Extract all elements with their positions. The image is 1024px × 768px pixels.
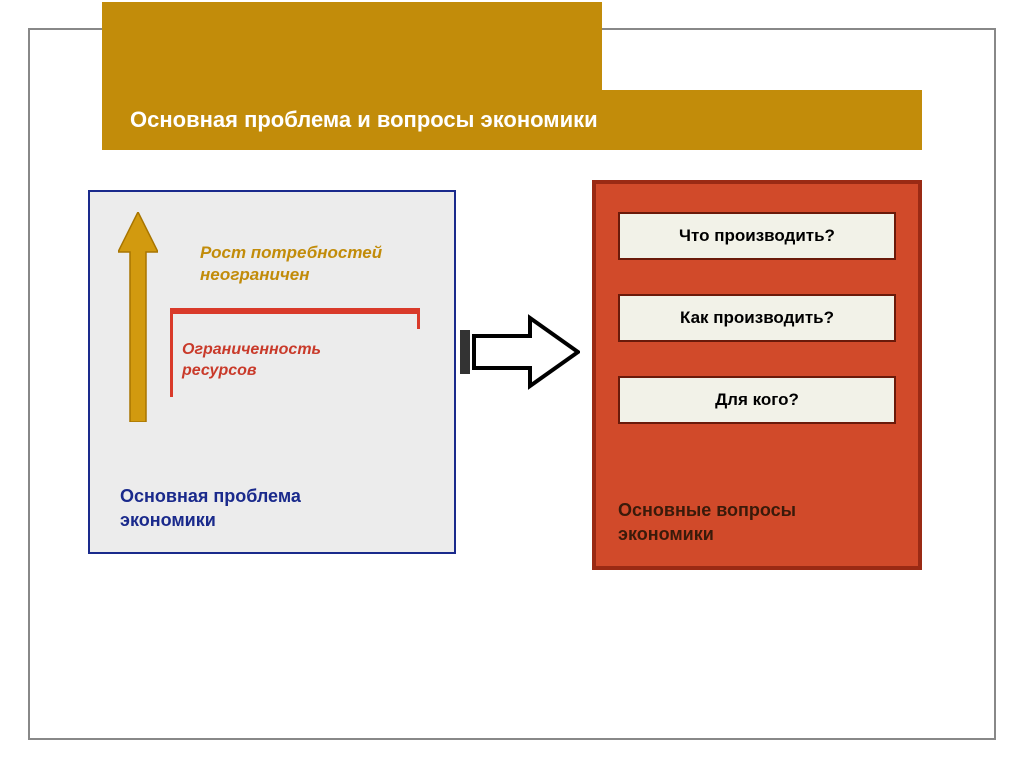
question-1-text: Что производить? [679,226,835,246]
question-box-3: Для кого? [618,376,896,424]
limit-label: Ограниченность ресурсов [182,340,362,382]
slide-title: Основная проблема и вопросы экономики [130,107,598,133]
question-3-text: Для кого? [715,390,799,410]
right-panel: Что производить? Как производить? Для ко… [592,180,922,570]
question-2-text: Как производить? [680,308,834,328]
header-accent-block [102,2,602,90]
question-box-1: Что производить? [618,212,896,260]
question-box-2: Как производить? [618,294,896,342]
growth-label: Рост потребностей неограничен [200,242,430,286]
left-panel: Рост потребностей неограничен Ограниченн… [88,190,456,554]
right-panel-label: Основные вопросы экономики [618,499,878,546]
connector-arrow-icon [460,312,580,392]
title-bar: Основная проблема и вопросы экономики [102,90,922,150]
up-arrow-icon [118,212,158,422]
main-problem-label: Основная проблема экономики [120,485,370,532]
slide-frame: Основная проблема и вопросы экономики Ро… [28,28,996,740]
